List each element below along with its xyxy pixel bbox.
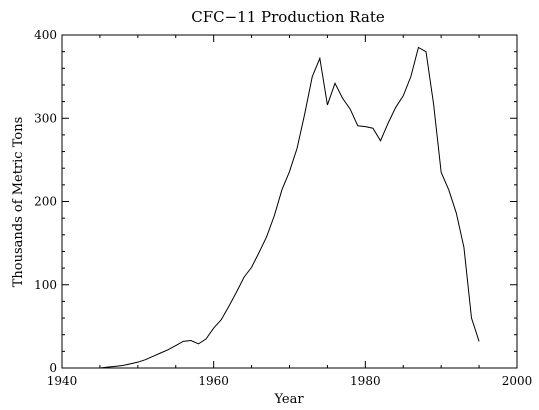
plot-frame bbox=[61, 34, 518, 369]
y-axis: 0 100 200 300 400 bbox=[34, 28, 517, 375]
y-tick-label: 0 bbox=[49, 361, 57, 375]
x-axis: 1940 1960 1980 2000 bbox=[47, 35, 533, 388]
x-tick-label: 1940 bbox=[47, 374, 78, 388]
y-axis-label: Thousands of Metric Tons bbox=[11, 117, 26, 287]
y-tick-label: 100 bbox=[34, 278, 57, 292]
x-tick-label: 2000 bbox=[502, 374, 533, 388]
series-line bbox=[62, 46, 480, 369]
y-tick-label: 200 bbox=[34, 195, 57, 209]
y-tick-label: 400 bbox=[34, 28, 57, 42]
x-tick-label: 1960 bbox=[198, 374, 229, 388]
y-tick-label: 300 bbox=[34, 111, 57, 125]
chart-title: CFC−11 Production Rate bbox=[191, 8, 385, 26]
x-tick-label: 1980 bbox=[350, 374, 381, 388]
x-axis-label: Year bbox=[273, 392, 304, 407]
